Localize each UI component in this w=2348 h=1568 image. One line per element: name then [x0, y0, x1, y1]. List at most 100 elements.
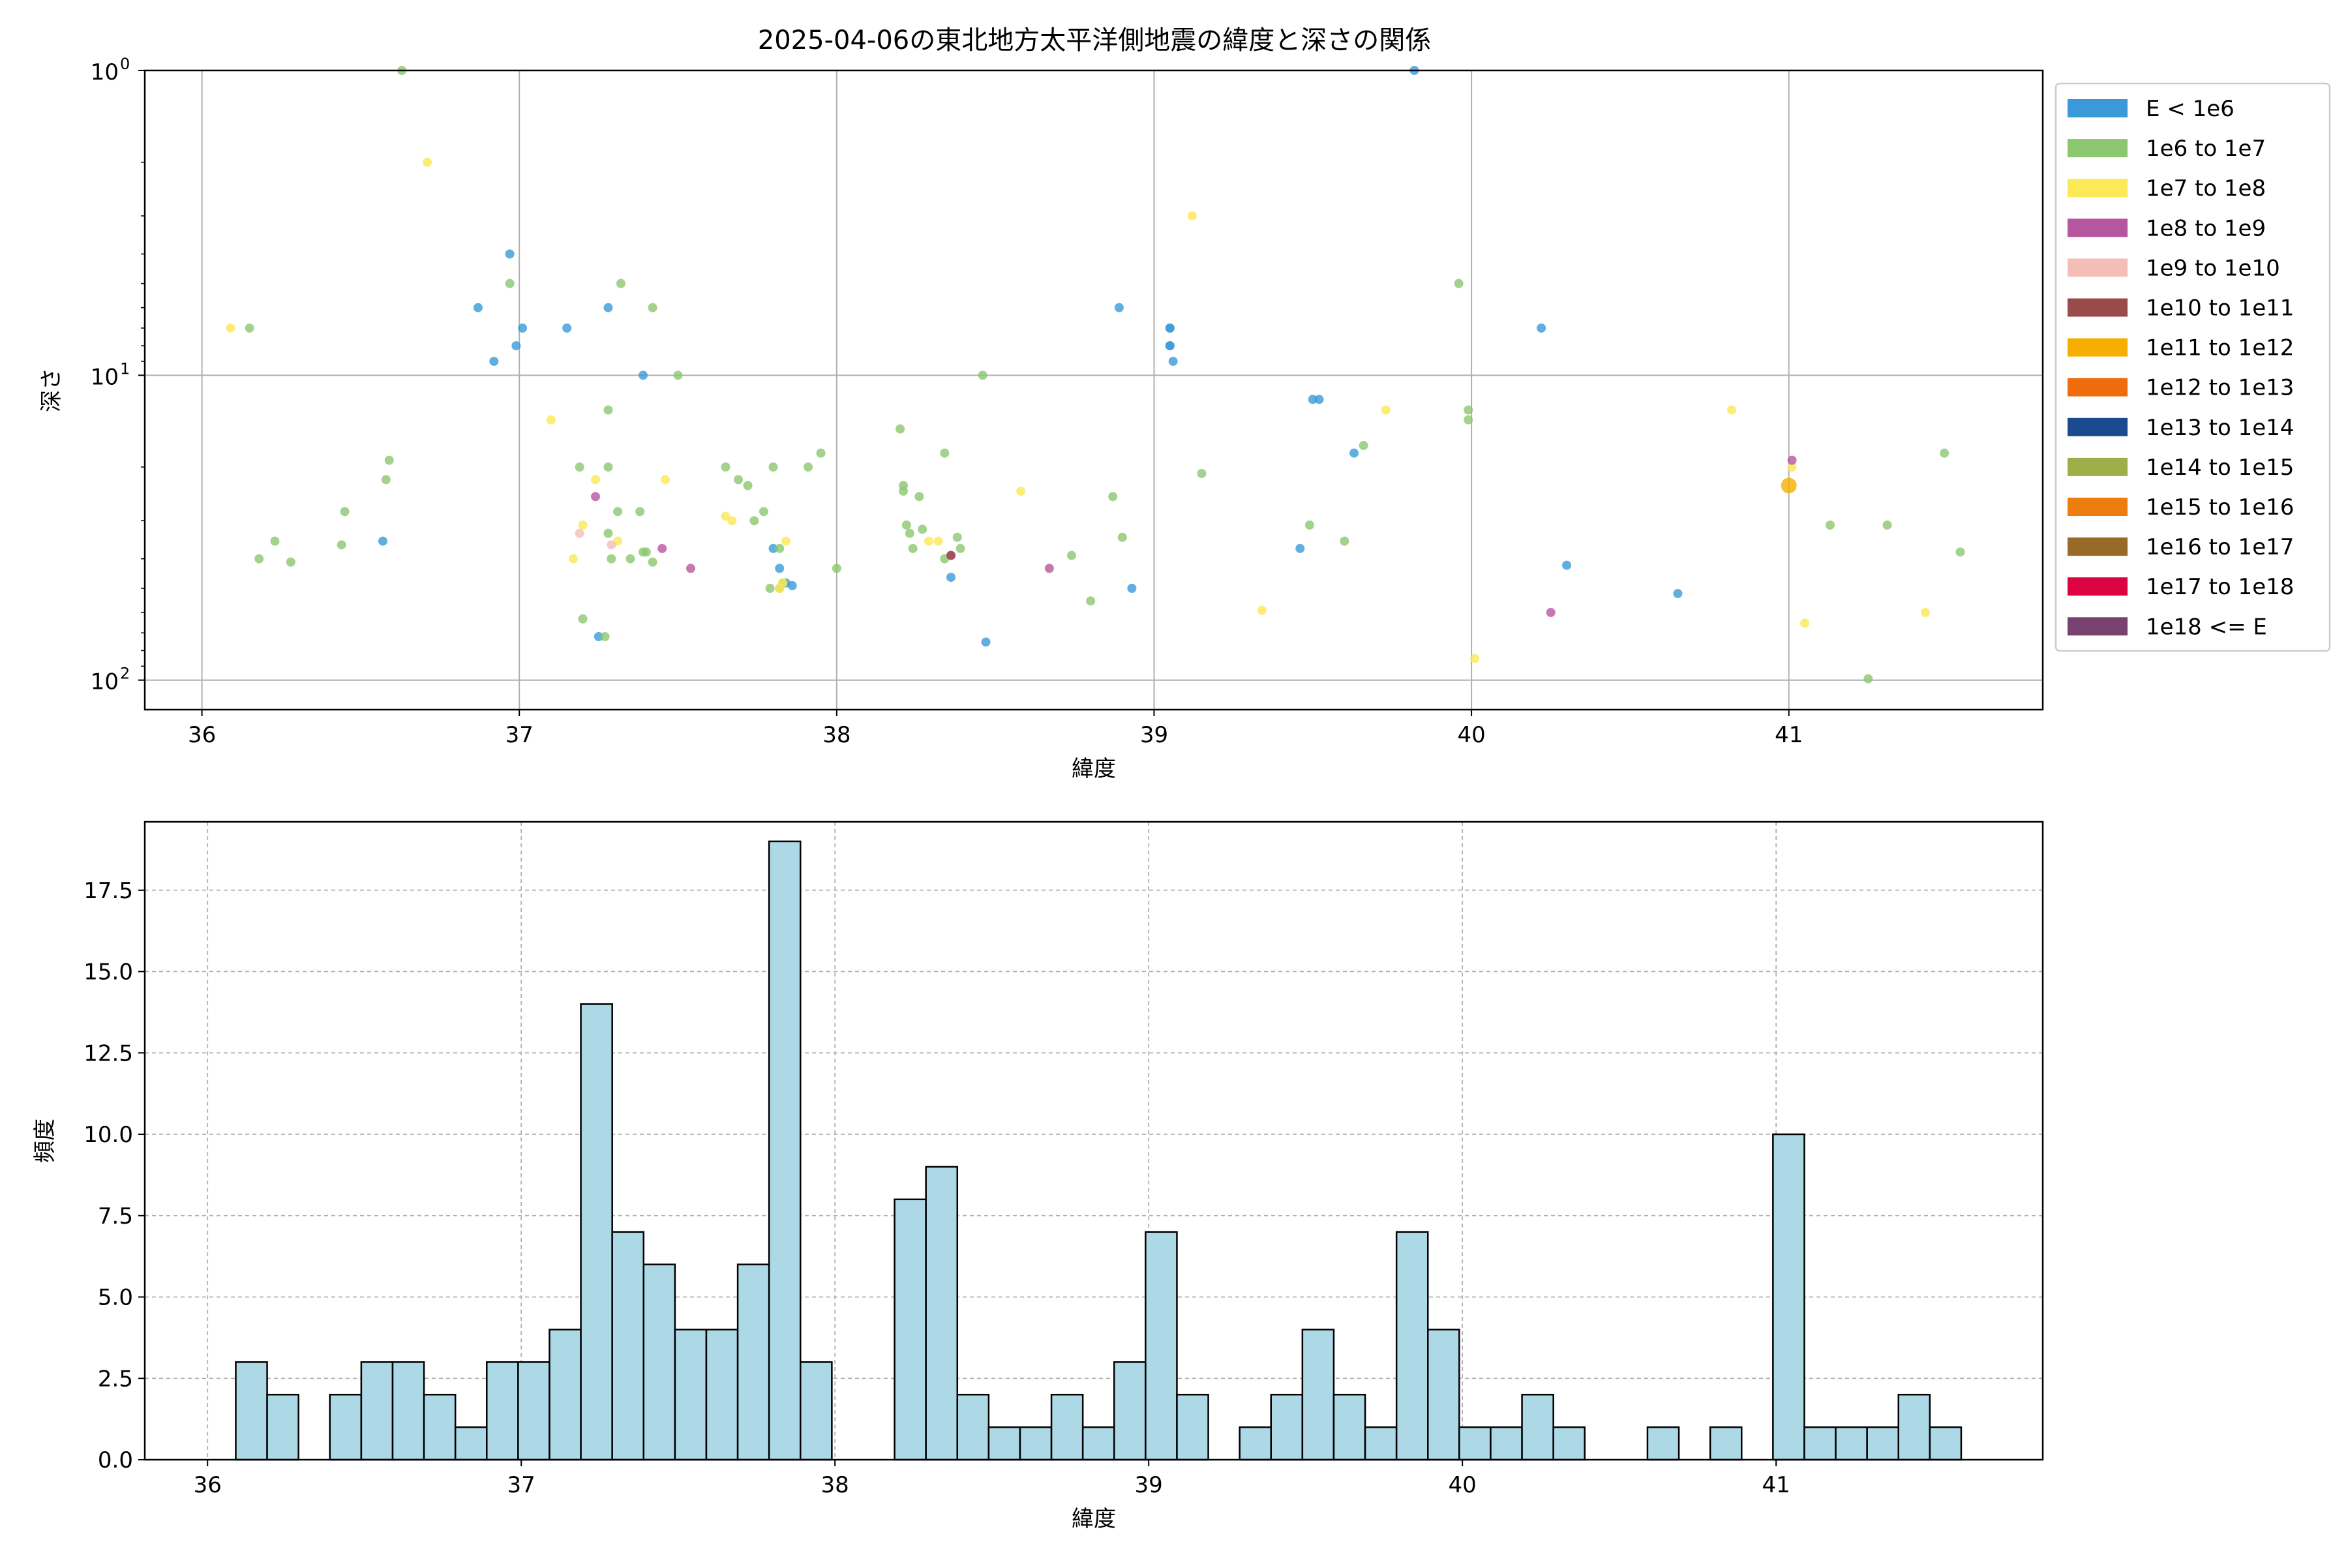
scatter-point	[648, 303, 657, 312]
histogram-bar	[1019, 1426, 1053, 1461]
chart-title: 2025-04-06の東北地方太平洋側地震の緯度と深さの関係	[758, 25, 1431, 55]
legend-swatch	[2068, 258, 2128, 277]
scatter-point	[1955, 547, 1965, 557]
scatter-point	[594, 632, 603, 642]
scatter-point	[1340, 536, 1349, 546]
scatter-x-axis-label: 緯度	[1072, 756, 1116, 782]
scatter-point	[575, 528, 584, 538]
scatter-point	[1454, 279, 1464, 288]
histogram-bar	[1552, 1426, 1586, 1461]
scatter-point	[733, 475, 743, 485]
scatter-point	[381, 475, 391, 485]
scatter-point	[1165, 341, 1175, 351]
histogram-bar	[1050, 1393, 1084, 1461]
scatter-point	[473, 303, 483, 312]
scatter-point	[933, 536, 943, 546]
scatter-point	[286, 557, 295, 567]
scatter-point	[607, 540, 616, 550]
scatter-point	[749, 516, 759, 526]
legend: E < 1e6 1e6 to 1e7 1e7 to 1e8 1e8 to 1e9 1e9…	[2054, 82, 2331, 652]
scatter-y-tick-exponent: 0	[120, 55, 130, 73]
histogram-bar	[266, 1393, 299, 1461]
scatter-point	[600, 632, 610, 642]
scatter-point	[1825, 520, 1835, 530]
histogram-y-tick-label: 12.5	[83, 1040, 133, 1066]
legend-swatch	[2068, 139, 2128, 158]
scatter-point	[591, 492, 601, 502]
scatter-point	[378, 536, 387, 546]
scatter-x-tick-label: 38	[822, 722, 850, 748]
scatter-point	[1197, 468, 1207, 478]
scatter-y-tick-exponent: 1	[120, 359, 130, 378]
scatter-point	[603, 405, 613, 415]
scatter-point	[1127, 584, 1137, 594]
scatter-x-tick-label: 39	[1140, 722, 1168, 748]
histogram-bar	[1176, 1393, 1209, 1461]
scatter-point	[518, 323, 528, 333]
scatter-point	[489, 356, 499, 366]
histogram-bar	[423, 1393, 457, 1461]
histogram-x-ticks: 36 37 38 39 40 41	[194, 1460, 1790, 1498]
scatter-point	[245, 323, 254, 333]
scatter-point	[1920, 608, 1930, 618]
scatter-point	[1537, 323, 1546, 333]
legend-swatch	[2068, 378, 2128, 397]
scatter-point	[603, 462, 613, 472]
scatter-point	[578, 614, 588, 624]
scatter-points	[226, 66, 1965, 684]
legend-label: 1e10 to 1e11	[2146, 295, 2294, 322]
histogram-bar	[800, 1361, 833, 1461]
scatter-point	[616, 279, 625, 288]
scatter-point	[978, 370, 987, 380]
histogram-bar	[1646, 1426, 1680, 1461]
scatter-point	[1359, 441, 1368, 451]
scatter-point	[1673, 588, 1683, 598]
histogram-y-tick-label: 15.0	[83, 959, 133, 986]
histogram-x-tick-label: 36	[194, 1472, 222, 1498]
scatter-point	[952, 532, 962, 542]
legend-swatch	[2068, 298, 2128, 317]
histogram-y-tick-label: 0.0	[98, 1447, 133, 1473]
scatter-point	[896, 424, 905, 434]
legend-swatch	[2068, 179, 2128, 198]
legend-label: 1e12 to 1e13	[2146, 375, 2294, 401]
scatter-point	[768, 462, 778, 472]
histogram-x-tick-label: 38	[821, 1472, 849, 1498]
histogram-bar	[1113, 1361, 1147, 1461]
scatter-x-tick-label: 36	[188, 722, 216, 748]
scatter-point	[924, 536, 933, 546]
scatter-point	[562, 323, 572, 333]
histogram-bar	[486, 1361, 519, 1461]
scatter-point	[1168, 356, 1178, 366]
histogram-bar	[1395, 1231, 1429, 1461]
legend-swatch	[2068, 617, 2128, 636]
scatter-y-tick-exponent: 2	[120, 665, 130, 683]
scatter-point	[721, 511, 730, 521]
histogram-bar	[768, 840, 802, 1461]
scatter-point	[591, 475, 601, 485]
histogram-bar	[705, 1329, 739, 1461]
scatter-point	[956, 543, 965, 553]
histogram-x-tick-label: 37	[507, 1472, 535, 1498]
scatter-point	[1464, 405, 1473, 415]
scatter-point	[759, 507, 768, 517]
scatter-point	[1469, 654, 1479, 663]
scatter-point	[908, 543, 918, 553]
scatter-point	[1117, 532, 1127, 542]
legend-label: 1e13 to 1e14	[2146, 415, 2294, 441]
scatter-point	[1086, 596, 1096, 606]
legend-label: 1e6 to 1e7	[2146, 136, 2266, 162]
scatter-point	[337, 540, 346, 550]
scatter-point	[1787, 455, 1797, 465]
histogram-bar	[611, 1231, 645, 1461]
scatter-point	[832, 564, 841, 573]
histogram-y-tick-label: 5.0	[98, 1285, 133, 1311]
legend-label: 1e9 to 1e10	[2146, 255, 2280, 281]
scatter-point	[254, 554, 264, 564]
scatter-point	[270, 536, 280, 546]
histogram-bar	[1301, 1329, 1335, 1461]
scatter-point	[661, 475, 670, 485]
